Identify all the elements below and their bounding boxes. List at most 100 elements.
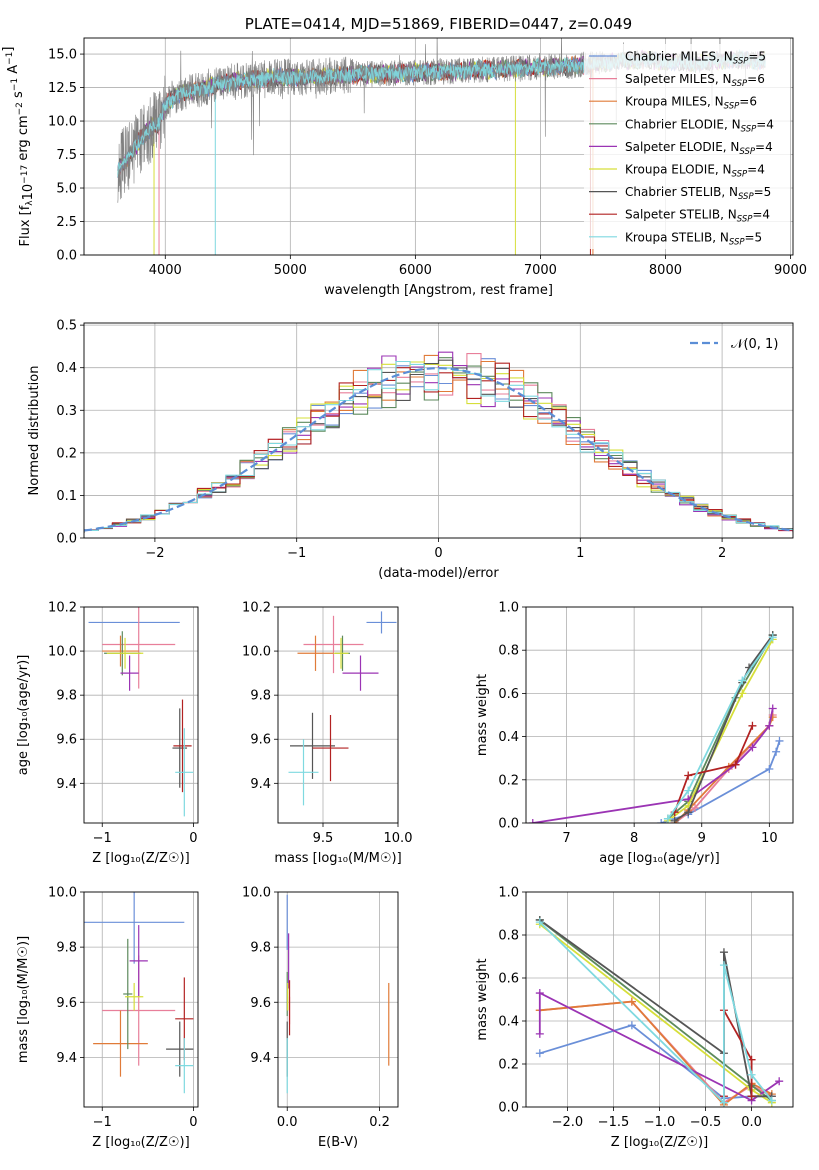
histogram-legend: 𝒩(0, 1) [690,337,778,352]
axes-frame [83,37,794,256]
plot-area-age_vs_mass [288,611,397,806]
x-axis-label: age [log₁₀(age/yr)] [599,851,720,866]
y-tick-label: 1.0 [498,601,519,616]
axes-age_vs_mass: 9.5 10.0 9.4 9.6 9.8 10.0 10.2 mass [log₁₀(M/M☉… [242,601,412,867]
x-tick-label: 9.5 [313,831,334,846]
y-tick-label: 9.8 [250,689,271,704]
y-tick-label: 9.4 [56,777,77,792]
marker-salpeter_elodie [535,989,544,998]
axes-residuals: −2 −1 0 1 2 0.0 0.1 0.2 0.3 0.4 0.5 (data-model)/er… [27,319,793,581]
x-tick-label: 9 [698,831,706,846]
plot-area-mass_weight_vs_age [528,631,784,823]
series-salpeter_elodie [538,991,780,1102]
marker-chabrier_miles [775,736,784,745]
y-tick-label: 10.0 [48,886,77,901]
axes-frame [83,606,199,824]
y-tick-label: 10.0 [48,115,77,130]
y-tick-label: 9.6 [250,733,271,748]
y-tick-label: 0.2 [56,446,77,461]
marker-kroupa_miles [768,713,777,722]
histogram-kroupa_stelib [84,360,793,533]
x-tick-label: −1 [93,831,112,846]
marker-salpeter_elodie [768,704,777,713]
y-tick-label: 7.5 [56,148,77,163]
histogram-plot-area [84,351,793,533]
x-tick-label: 1 [576,546,584,561]
axes-age_vs_z: −1 0 9.4 9.6 9.8 10.0 10.2 Z [log₁₀(Z/Z☉)] age [… [16,601,198,866]
marker-salpeter_stelib [747,1092,756,1101]
y-tick-label: 0.0 [498,817,519,832]
y-tick-label: 0.3 [56,404,77,419]
legend-label-kroupa_miles: Kroupa MILES, NSSP=6 [625,95,757,112]
y-tick-label: 10.0 [242,886,271,901]
plot-area-mass_vs_z [84,892,194,1094]
x-tick-label: 9000 [774,263,807,278]
x-tick-label: −2 [145,546,164,561]
legend-label-salpeter_elodie: Salpeter ELODIE, NSSP=4 [625,140,773,157]
axes-frame [83,322,794,539]
x-axis-label: Z [log₁₀(Z/Z☉)] [611,1135,708,1150]
legend: Chabrier MILES, NSSP=5 Salpeter MILES, NS… [584,44,790,249]
y-tick-label: 0.4 [498,1015,519,1030]
axes-mass_vs_z: −1 0 9.4 9.6 9.8 10.0 Z [log₁₀(Z/Z☉)] mass [log… [16,886,198,1150]
x-tick-label: −1 [287,546,306,561]
series-chabrier_elodie [667,634,774,820]
plot-area-mass_weight_vs_z [535,915,784,1107]
marker-kroupa_stelib [738,676,747,685]
axes-mass_weight_vs_z: −2.0 −1.5 −1.0 −0.5 0.0 0.0 0.2 0.4 0.6 0.8 1.0 Z [… [475,886,793,1150]
legend-label-salpeter_miles: Salpeter MILES, NSSP=6 [625,72,765,89]
y-tick-label: 0.4 [56,361,77,376]
axes-frame [83,891,199,1108]
y-tick-label: 0.5 [56,319,77,334]
marker-salpeter_stelib [747,1055,756,1064]
legend-label-chabrier_miles: Chabrier MILES, NSSP=5 [625,50,766,67]
x-tick-label: 5000 [274,263,307,278]
axes-frame [277,891,399,1108]
x-tick-label: 0 [189,1115,197,1130]
x-tick-label: 7000 [524,263,557,278]
marker-kroupa_elodie [738,689,747,698]
x-tick-label: −1 [93,1115,112,1130]
marker-kroupa_stelib [768,633,777,642]
axes-frame [525,606,794,824]
marker-kroupa_stelib [719,1098,728,1107]
x-tick-label: 4000 [149,263,182,278]
marker-salpeter_elodie [765,721,774,730]
y-tick-label: 0.0 [498,1101,519,1116]
legend-label-kroupa_stelib: Kroupa STELIB, NSSP=5 [625,230,762,247]
y-tick-label: 9.8 [56,941,77,956]
y-tick-label: 9.8 [56,689,77,704]
marker-salpeter_stelib [684,771,693,780]
marker-chabrier_stelib [670,816,679,823]
legend-label-salpeter_stelib: Salpeter STELIB, NSSP=4 [625,208,770,225]
axes-mass_vs_ebv: 0.0 0.2 9.4 9.6 9.8 10.0 E(B-V) [242,886,398,1150]
series-kroupa_stelib [667,636,774,820]
series-salpeter_stelib [673,725,754,813]
y-tick-label: 0.0 [56,532,77,547]
x-tick-label: 0 [189,831,197,846]
marker-salpeter_elodie [528,819,537,823]
y-axis-label: mass weight [475,674,490,756]
y-tick-label: 12.5 [48,81,77,96]
y-tick-label: 10.2 [48,601,77,616]
y-tick-label: 9.4 [250,777,271,792]
marker-kroupa_miles [627,997,636,1006]
y-tick-label: 0.6 [498,687,519,702]
marker-kroupa_stelib [719,961,728,970]
x-tick-label: 7 [562,831,570,846]
y-tick-label: 0.8 [498,644,519,659]
marker-salpeter_stelib [748,721,757,730]
chart-title: PLATE=0414, MJD=51869, FIBERID=0447, z=0… [245,15,632,33]
legend-background [584,44,790,249]
x-tick-label: −1.5 [598,1115,630,1130]
marker-kroupa_stelib [663,814,672,823]
x-tick-label: 0.0 [277,1115,298,1130]
y-tick-label: 9.6 [250,996,271,1011]
x-tick-label: 10 [761,831,778,846]
series-chabrier_stelib [674,634,774,822]
normal-distribution-curve [84,367,791,532]
axes-frame [525,891,794,1108]
x-axis-label: wavelength [Angstrom, rest frame] [324,283,553,298]
marker-salpeter_miles [690,803,699,812]
